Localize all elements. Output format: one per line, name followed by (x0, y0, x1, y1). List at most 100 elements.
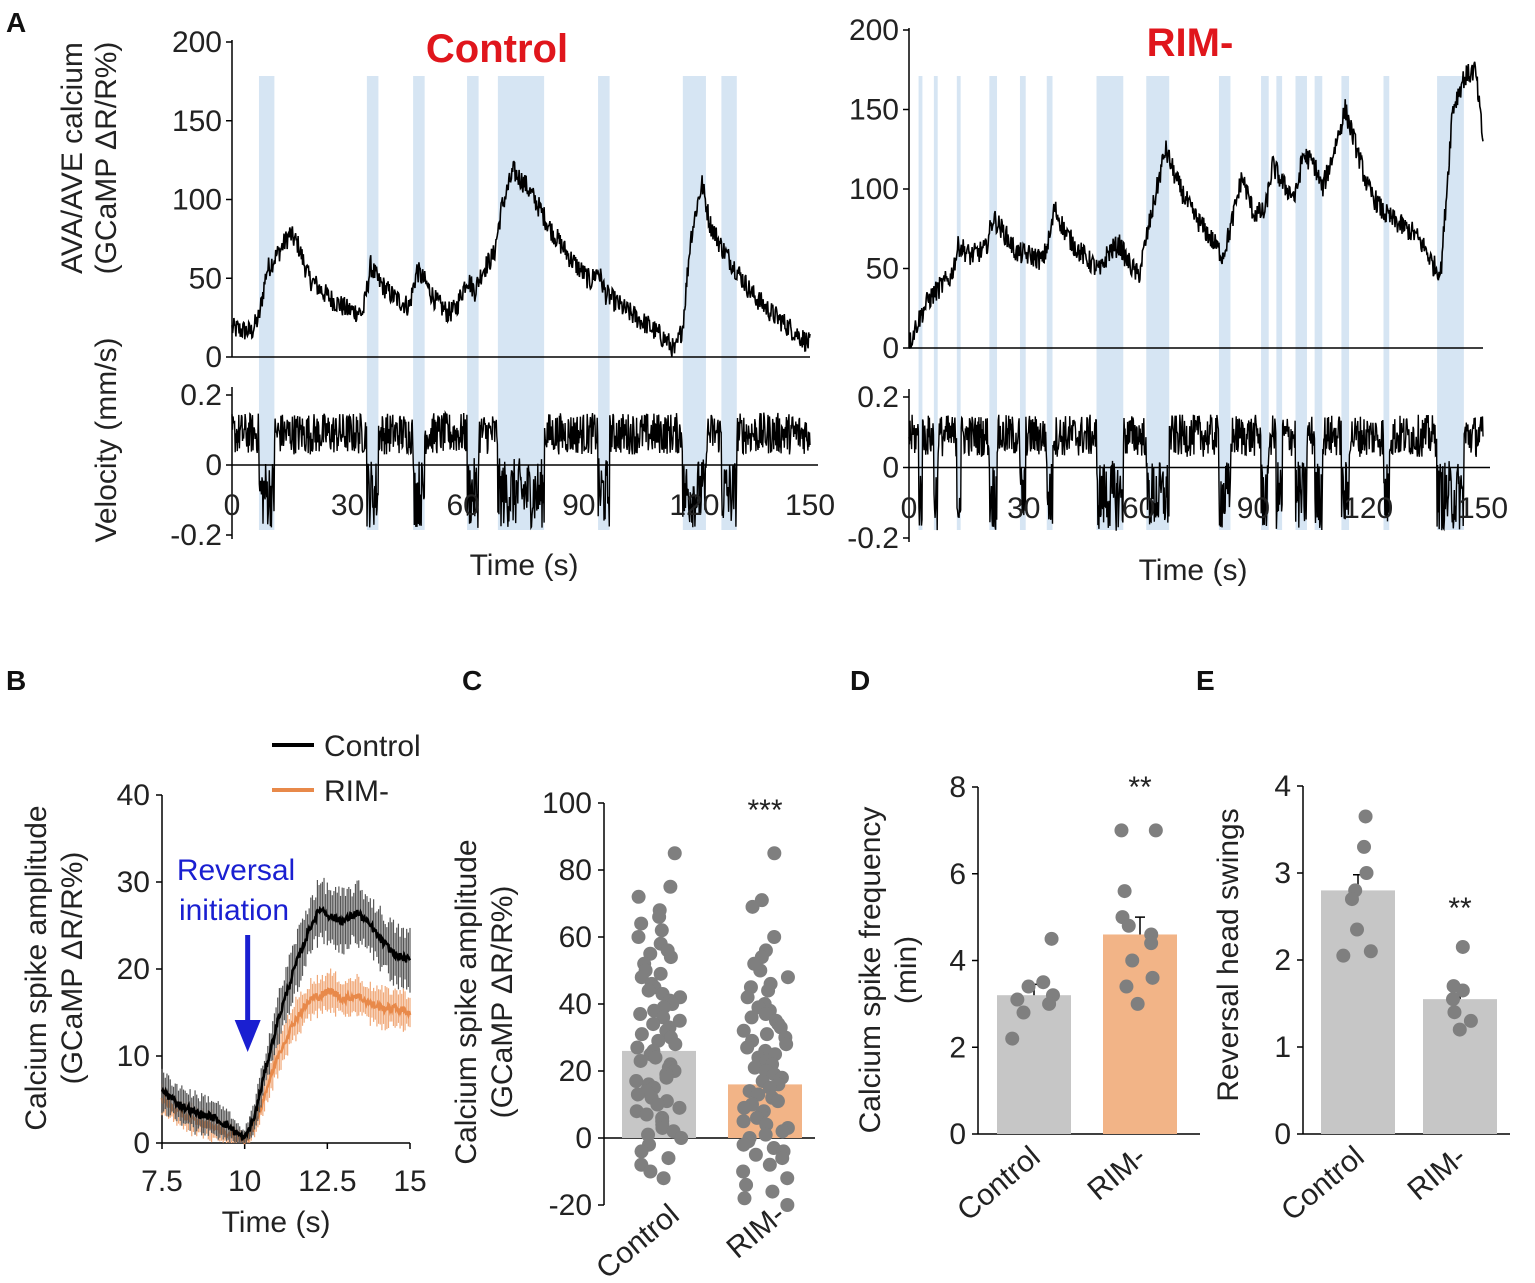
point-Control-44 (659, 1070, 674, 1085)
reversal-annotation-line2: initiation (179, 894, 289, 927)
category-label-Control: Control (590, 1198, 685, 1283)
b-xlabel: Time (s) (222, 1206, 331, 1239)
point-Control-35 (630, 1040, 645, 1055)
ytick-1: 1 (1274, 1031, 1291, 1064)
calcium-ylabel-line2: (GCaMP ΔR/R%) (90, 42, 123, 275)
d-ylabel-line2: (min) (890, 936, 923, 1004)
calcium-ytick-100: 100 (849, 173, 899, 206)
point-RIM--6 (1452, 1022, 1467, 1037)
point-RIM--21 (736, 1023, 751, 1038)
time-xtick-60: 60 (447, 489, 480, 522)
point-Control-61 (641, 1127, 656, 1142)
point-RIM--61 (736, 1164, 751, 1179)
ytick-0: 0 (575, 1122, 592, 1155)
ytick-2: 2 (949, 1031, 966, 1064)
reversal-shade-3 (467, 76, 479, 530)
time-xtick-0: 0 (901, 492, 918, 525)
time-xtick-120: 120 (669, 489, 719, 522)
point-Control-27 (672, 1013, 687, 1028)
rim-title: RIM- (1147, 21, 1234, 65)
point-RIM--4 (1121, 918, 1136, 933)
point-Control-62 (674, 1131, 689, 1145)
point-RIM--5 (1463, 1013, 1478, 1028)
ytick-2: 2 (1274, 944, 1291, 977)
point-Control-10 (643, 946, 658, 961)
velocity-ytick-0: 0.2 (180, 379, 222, 412)
point-RIM--1 (1114, 823, 1129, 838)
reversal-shade-7 (1146, 76, 1170, 530)
ytick-4: 4 (1274, 770, 1291, 803)
calcium-ytick-150: 150 (172, 105, 222, 138)
rim-velocity-axes: 0.20-0.20 30 60 90 120 150 (847, 381, 1508, 555)
time-xtick-60: 60 (1122, 492, 1155, 525)
point-RIM--66 (780, 1198, 795, 1212)
b-ytick-10: 10 (117, 1040, 150, 1073)
b-xtick-12.5: 12.5 (298, 1165, 356, 1198)
point-Control-4 (652, 909, 667, 924)
panel-letter-d: D (850, 665, 870, 696)
calcium-ylabel-line1: AVA/AVE calcium (56, 42, 89, 274)
ytick-6: 6 (949, 858, 966, 891)
b-xtick-7.5: 7.5 (141, 1165, 183, 1198)
b-ytick-30: 30 (117, 866, 150, 899)
point-RIM--44 (737, 1100, 752, 1115)
point-RIM--62 (780, 1171, 795, 1186)
point-RIM--9 (1119, 979, 1134, 994)
rim-shaded-reversals (918, 76, 1464, 530)
e-ylabel: Reversal head swings (1212, 808, 1245, 1101)
b-line-Control (160, 905, 412, 1141)
category-label-RIM-: RIM- (1082, 1140, 1153, 1207)
point-Control-45 (629, 1074, 644, 1089)
calcium-ytick-200: 200 (172, 26, 222, 59)
point-Control-5 (1350, 922, 1365, 937)
point-RIM--26 (740, 1040, 755, 1055)
point-Control-28 (646, 1017, 661, 1032)
reversal-shade-6 (682, 76, 706, 530)
ytick-40: 40 (559, 988, 592, 1021)
reversal-shade-0 (258, 76, 275, 530)
point-RIM--8 (1145, 970, 1160, 985)
point-RIM--8 (780, 970, 795, 985)
point-Control-64 (634, 1144, 649, 1159)
point-Control-0 (1358, 809, 1373, 824)
rim-time-xlabel: Time (s) (1139, 554, 1248, 587)
velocity-trace (231, 410, 811, 531)
bar-RIM- (1423, 999, 1497, 1134)
panel-letter-e: E (1196, 665, 1215, 696)
point-RIM--16 (758, 1007, 773, 1022)
ytick-4: 4 (949, 945, 966, 978)
b-xtick-10: 10 (228, 1165, 261, 1198)
point-Control-7 (1005, 1031, 1020, 1046)
point-Control-5 (634, 916, 649, 931)
calcium-ytick-0: 0 (205, 341, 222, 374)
point-Control-2 (631, 889, 646, 904)
category-label-Control: Control (1275, 1140, 1370, 1227)
reversal-shade-12 (1314, 76, 1323, 530)
point-Control-1 (1036, 975, 1051, 990)
ytick-100: 100 (542, 787, 592, 820)
point-Control-34 (668, 1037, 683, 1052)
reversal-shade-13 (1341, 76, 1350, 530)
point-Control-49 (630, 1087, 645, 1102)
arrow-head (234, 1020, 261, 1052)
b-ytick-20: 20 (117, 953, 150, 986)
b-ytick-40: 40 (117, 779, 150, 812)
point-RIM--6 (1144, 936, 1159, 951)
calcium-ytick-100: 100 (172, 184, 222, 217)
point-Control-6 (1016, 1005, 1031, 1020)
time-xtick-150: 150 (1458, 492, 1508, 525)
time-xtick-30: 30 (331, 489, 364, 522)
ytick-0: 0 (1274, 1118, 1291, 1151)
point-RIM--17 (744, 1010, 759, 1025)
reversal-shade-0 (918, 76, 923, 530)
point-RIM--40 (751, 1087, 766, 1102)
point-Control-39 (633, 1053, 648, 1068)
reversal-shade-2 (956, 76, 961, 530)
d-ylabel-line1: Calcium spike frequency (854, 807, 887, 1134)
rim-calcium-axes: 200 150 100 50 0 (849, 14, 1484, 365)
velocity-ytick-2: -0.2 (170, 519, 222, 552)
point-RIM--3 (1446, 992, 1461, 1007)
calcium-trace (908, 61, 1484, 349)
